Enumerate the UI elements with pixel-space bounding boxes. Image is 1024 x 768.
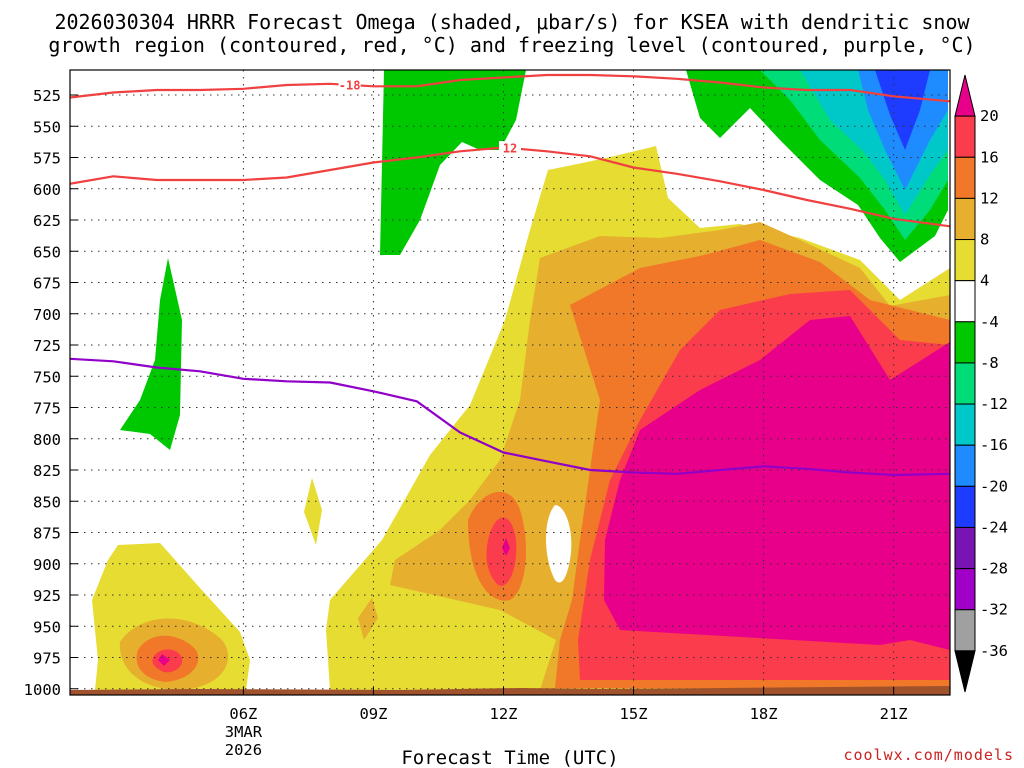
chart-title-line-2: growth region (contoured, red, °C) and f… bbox=[48, 33, 975, 57]
colorbar-label: 20 bbox=[980, 107, 999, 125]
contour-label-bg bbox=[338, 77, 361, 92]
colorbar-label: 8 bbox=[980, 231, 989, 249]
omega-region-16-20-cell bbox=[486, 517, 517, 586]
plot-area: -18 12 bbox=[70, 70, 950, 695]
omega-region-20-plus-dot bbox=[502, 538, 510, 556]
colorbar-label: 4 bbox=[980, 272, 989, 290]
y-tick-label: 700 bbox=[33, 306, 61, 324]
colorbar-label: -32 bbox=[980, 601, 1008, 619]
omega-region-neutral-hole bbox=[545, 505, 572, 583]
contour-label-bg bbox=[499, 141, 521, 156]
x-axis-label: Forecast Time (UTC) bbox=[401, 747, 618, 768]
contour-line bbox=[70, 357, 950, 477]
colorbar-label: 16 bbox=[980, 148, 999, 166]
colorbar-segment bbox=[954, 650, 976, 693]
colorbar-label: 12 bbox=[980, 189, 999, 207]
colorbar-segment bbox=[954, 74, 976, 117]
omega-region-neg20-neg24-bottom bbox=[893, 120, 915, 145]
colorbar-segment bbox=[954, 609, 976, 652]
contour-line bbox=[70, 73, 950, 103]
credit-text[interactable]: coolwx.com/models bbox=[843, 746, 1014, 764]
colorbar-segment bbox=[954, 280, 976, 323]
colorbar-segment bbox=[954, 156, 976, 199]
omega-region-20-plus bbox=[604, 316, 950, 650]
colorbar-segment bbox=[954, 403, 976, 446]
colorbar-label: -24 bbox=[980, 518, 1008, 536]
contour-label: -18 bbox=[339, 78, 361, 92]
colorbar-label: -4 bbox=[980, 313, 999, 331]
y-tick-label: 825 bbox=[33, 462, 61, 480]
y-tick-label: 875 bbox=[33, 525, 61, 543]
plot-frame bbox=[69, 69, 951, 696]
omega-shading bbox=[92, 70, 950, 690]
colorbar-segment bbox=[954, 321, 976, 364]
colorbar: 20 16 12 8 4 -4 -8 -12 -16 -20 -24 -28 -32 -36 bbox=[954, 74, 1008, 693]
omega-region-neg20-neg24 bbox=[875, 70, 930, 150]
colorbar-segment bbox=[954, 239, 976, 282]
colorbar-segment bbox=[954, 197, 976, 241]
colorbar-label: -36 bbox=[980, 642, 1008, 660]
omega-region-8-12-speck bbox=[358, 598, 378, 640]
omega-region-neg4-neg8-left bbox=[120, 258, 182, 450]
y-tick-label: 800 bbox=[33, 431, 61, 449]
colorbar-segment bbox=[954, 526, 976, 570]
y-tick-label: 600 bbox=[33, 181, 61, 199]
x-tick-label: 15Z bbox=[620, 705, 648, 723]
colorbar-label: -28 bbox=[980, 560, 1008, 578]
omega-region-neg4-neg8-top bbox=[380, 70, 526, 255]
y-tick-label: 725 bbox=[33, 337, 61, 355]
colorbar-segment bbox=[954, 485, 976, 528]
colorbar-segment bbox=[954, 115, 976, 158]
x-tick-label: 21Z bbox=[880, 705, 908, 723]
colorbar-label: -8 bbox=[980, 354, 999, 372]
colorbar-label: -12 bbox=[980, 395, 1008, 413]
x-tick-label: 06Z bbox=[229, 705, 257, 723]
colorbar-label: -20 bbox=[980, 477, 1008, 495]
y-tick-label: 950 bbox=[33, 618, 61, 636]
y-tick-label: 850 bbox=[33, 493, 61, 511]
y-tick-label: 625 bbox=[33, 212, 61, 230]
x-tick-label: 12Z bbox=[489, 705, 517, 723]
y-tick-label: 775 bbox=[33, 400, 61, 418]
y-tick-label: 650 bbox=[33, 243, 61, 261]
y-tick-label: 750 bbox=[33, 368, 61, 386]
y-tick-label: 900 bbox=[33, 556, 61, 574]
contour-label: 12 bbox=[503, 142, 517, 156]
x-tick-sublabel: 2026 bbox=[225, 741, 262, 759]
y-tick-label: 550 bbox=[33, 118, 61, 136]
colorbar-segment bbox=[954, 444, 976, 487]
contour-lines: -18 12 bbox=[70, 73, 950, 477]
omega-region-4-8-small bbox=[304, 478, 322, 545]
colorbar-label: -16 bbox=[980, 436, 1008, 454]
y-tick-label: 675 bbox=[33, 275, 61, 293]
y-tick-label: 575 bbox=[33, 150, 61, 168]
x-tick-label: 18Z bbox=[750, 705, 778, 723]
x-tick-sublabel: 3MAR bbox=[225, 723, 263, 741]
y-tick-label: 925 bbox=[33, 587, 61, 605]
colorbar-segment bbox=[954, 568, 976, 611]
colorbar-segment bbox=[954, 362, 976, 405]
terrain-strip bbox=[70, 686, 950, 695]
chart-title-line-1: 2026030304 HRRR Forecast Omega (shaded, … bbox=[54, 10, 970, 34]
y-tick-label: 975 bbox=[33, 650, 61, 668]
y-axis: 525 550 575 600 625 650 675 700 725 750 775 800 825 8… bbox=[24, 87, 78, 699]
y-tick-label: 1000 bbox=[24, 681, 61, 699]
y-tick-label: 525 bbox=[33, 87, 61, 105]
x-tick-label: 09Z bbox=[359, 705, 387, 723]
